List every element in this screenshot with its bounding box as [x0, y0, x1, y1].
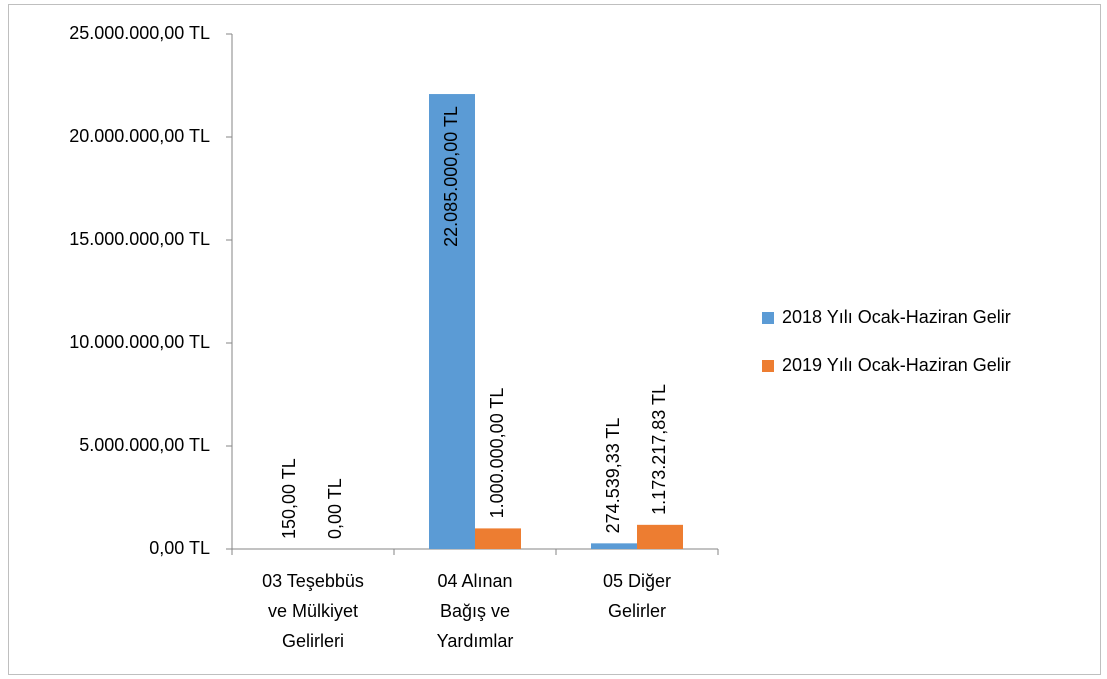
y-tick-label: 25.000.000,00 TL — [69, 23, 210, 43]
bar — [475, 528, 521, 549]
legend-swatch — [762, 360, 774, 372]
x-tick-label: Gelirler — [608, 601, 666, 621]
legend-label: 2019 Yılı Ocak-Haziran Gelir — [782, 355, 1011, 375]
x-tick-label: ve Mülkiyet — [268, 601, 358, 621]
y-tick-label: 20.000.000,00 TL — [69, 126, 210, 146]
x-tick-label: Yardımlar — [437, 631, 514, 651]
chart-border — [8, 4, 1101, 675]
legend-label: 2018 Yılı Ocak-Haziran Gelir — [782, 307, 1011, 327]
y-tick-label: 15.000.000,00 TL — [69, 229, 210, 249]
y-tick-label: 10.000.000,00 TL — [69, 332, 210, 352]
value-label: 1.173.217,83 TL — [649, 384, 669, 515]
bar — [591, 543, 637, 549]
value-label: 274.539,33 TL — [603, 418, 623, 534]
y-tick-label: 5.000.000,00 TL — [79, 435, 210, 455]
legend-swatch — [762, 312, 774, 324]
bar — [637, 524, 683, 549]
x-tick-label: 03 Teşebbüs — [262, 571, 364, 591]
bar — [429, 94, 475, 549]
x-tick-label: 04 Alınan — [437, 571, 512, 591]
value-label: 1.000.000,00 TL — [487, 388, 507, 519]
x-tick-label: Bağış ve — [440, 601, 510, 621]
value-label: 150,00 TL — [279, 458, 299, 539]
value-label: 0,00 TL — [325, 478, 345, 539]
y-tick-label: 0,00 TL — [149, 538, 210, 558]
x-tick-label: 05 Diğer — [603, 571, 671, 591]
x-tick-label: Gelirleri — [282, 631, 344, 651]
value-label: 22.085.000,00 TL — [441, 106, 461, 247]
